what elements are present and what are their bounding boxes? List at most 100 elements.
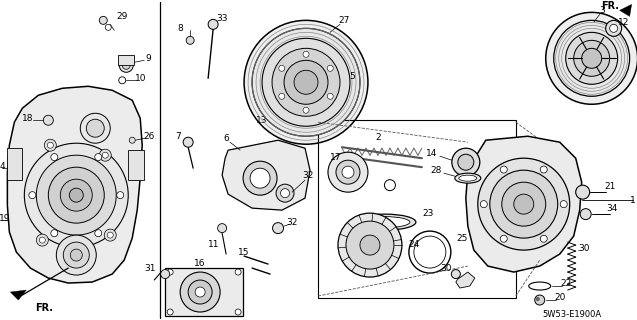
Text: 32: 32 — [303, 171, 313, 180]
Circle shape — [69, 188, 83, 202]
Ellipse shape — [459, 175, 477, 181]
Ellipse shape — [354, 214, 416, 230]
Text: 20: 20 — [554, 292, 566, 301]
Circle shape — [327, 65, 333, 71]
Text: 17: 17 — [330, 153, 341, 162]
Circle shape — [188, 280, 212, 304]
Circle shape — [129, 137, 135, 143]
Text: 13: 13 — [256, 116, 268, 125]
Circle shape — [610, 24, 618, 32]
Circle shape — [117, 192, 124, 199]
Circle shape — [51, 230, 58, 237]
Bar — [128, 150, 144, 180]
Circle shape — [61, 179, 92, 211]
Circle shape — [279, 93, 285, 99]
Text: 4: 4 — [0, 162, 5, 171]
Circle shape — [566, 32, 618, 84]
Circle shape — [99, 149, 111, 161]
Circle shape — [582, 48, 602, 68]
Circle shape — [338, 213, 402, 277]
Circle shape — [70, 249, 82, 261]
Text: 24: 24 — [408, 240, 420, 249]
Text: 25: 25 — [456, 234, 468, 243]
Circle shape — [303, 51, 309, 57]
Circle shape — [250, 168, 270, 188]
Circle shape — [235, 309, 241, 315]
Circle shape — [294, 70, 318, 94]
Text: 7: 7 — [175, 132, 181, 141]
Text: 27: 27 — [338, 16, 350, 25]
Circle shape — [104, 229, 116, 241]
Text: 34: 34 — [606, 204, 617, 212]
Circle shape — [167, 269, 173, 275]
Circle shape — [540, 235, 547, 242]
Circle shape — [180, 272, 220, 312]
Text: 2: 2 — [375, 133, 381, 142]
Circle shape — [99, 16, 107, 24]
Circle shape — [514, 194, 534, 214]
Circle shape — [161, 269, 169, 278]
Circle shape — [107, 232, 113, 238]
Text: 21: 21 — [604, 182, 615, 191]
Text: 3: 3 — [599, 6, 605, 15]
Circle shape — [262, 38, 350, 126]
Circle shape — [478, 158, 569, 250]
Circle shape — [327, 93, 333, 99]
Circle shape — [45, 139, 56, 151]
Text: 6: 6 — [223, 134, 229, 143]
Polygon shape — [466, 136, 582, 272]
Text: 11: 11 — [208, 240, 220, 249]
Circle shape — [218, 224, 227, 233]
Text: 30: 30 — [578, 244, 589, 252]
Text: 10: 10 — [134, 74, 146, 83]
Circle shape — [540, 166, 547, 173]
Circle shape — [43, 115, 54, 125]
Polygon shape — [8, 86, 142, 283]
Circle shape — [534, 295, 545, 305]
Polygon shape — [456, 272, 475, 288]
Circle shape — [167, 309, 173, 315]
Circle shape — [536, 297, 540, 301]
Circle shape — [36, 234, 48, 246]
Circle shape — [105, 24, 111, 30]
Text: 8: 8 — [177, 24, 183, 33]
Text: 5W53-E1900A: 5W53-E1900A — [542, 309, 601, 318]
Text: 33: 33 — [217, 14, 228, 23]
Polygon shape — [222, 140, 310, 210]
Polygon shape — [10, 290, 26, 300]
Text: 26: 26 — [143, 132, 155, 141]
Text: 9: 9 — [145, 54, 151, 63]
Circle shape — [336, 160, 360, 184]
Circle shape — [119, 58, 133, 72]
Circle shape — [24, 143, 128, 247]
Circle shape — [272, 48, 340, 116]
Text: 19: 19 — [0, 214, 11, 223]
Text: 31: 31 — [145, 264, 156, 273]
Circle shape — [95, 154, 102, 161]
Text: 14: 14 — [426, 149, 438, 158]
Circle shape — [47, 142, 54, 148]
Circle shape — [480, 201, 487, 208]
Circle shape — [118, 77, 125, 84]
Circle shape — [502, 182, 546, 226]
Circle shape — [86, 119, 104, 137]
Circle shape — [580, 209, 591, 220]
Circle shape — [103, 152, 108, 158]
Circle shape — [346, 221, 394, 269]
Circle shape — [606, 20, 622, 36]
Circle shape — [208, 19, 218, 29]
Circle shape — [279, 65, 285, 71]
Circle shape — [546, 12, 637, 104]
Circle shape — [56, 235, 96, 275]
Bar — [165, 268, 243, 316]
Text: 29: 29 — [117, 12, 128, 21]
Circle shape — [328, 152, 368, 192]
Circle shape — [276, 184, 294, 202]
Circle shape — [95, 230, 102, 237]
Circle shape — [500, 235, 507, 242]
Ellipse shape — [455, 173, 481, 183]
Circle shape — [452, 269, 461, 278]
Circle shape — [244, 20, 368, 144]
Circle shape — [273, 223, 283, 234]
Circle shape — [500, 166, 507, 173]
